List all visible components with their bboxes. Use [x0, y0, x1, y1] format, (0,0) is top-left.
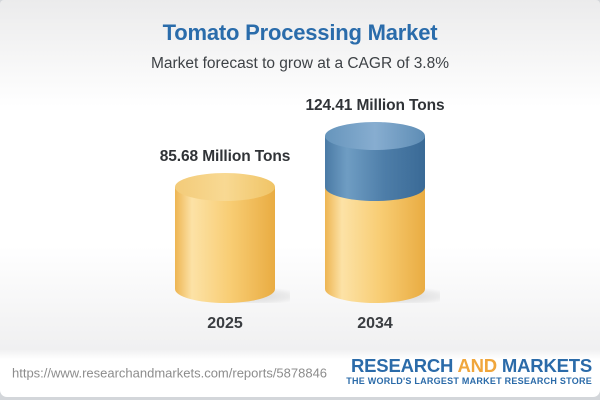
bar-group-2025: 85.68 Million Tons 2025 — [150, 148, 303, 333]
bar-chart: 85.68 Million Tons 2025 124.41 Million T… — [0, 97, 600, 333]
research-and-markets-logo[interactable]: RESEARCH AND MARKETS THE WORLD'S LARGEST… — [346, 356, 592, 386]
value-label-2034: 124.41 Million Tons — [305, 97, 445, 114]
logo-word-and: AND — [457, 355, 497, 376]
cylinder-2025-bar — [160, 173, 303, 305]
logo-wordmark: RESEARCH AND MARKETS — [346, 356, 592, 375]
bar-group-2034: 124.41 Million Tons 2034 — [300, 97, 453, 333]
logo-word-markets: MARKETS — [501, 355, 592, 376]
category-label-2025: 2025 — [207, 315, 243, 332]
chart-header: Tomato Processing Market Market forecast… — [0, 0, 600, 73]
cylinder-2034-bar — [310, 122, 453, 305]
page-title: Tomato Processing Market — [162, 20, 438, 45]
footer-bar: https://www.researchandmarkets.com/repor… — [0, 351, 600, 394]
report-url-link[interactable]: https://www.researchandmarkets.com/repor… — [12, 365, 328, 380]
value-label-2025: 85.68 Million Tons — [159, 148, 291, 165]
category-label-2034: 2034 — [357, 315, 393, 332]
chart-subtitle: Market forecast to grow at a CAGR of 3.8… — [150, 55, 450, 72]
logo-word-research: RESEARCH — [351, 355, 454, 376]
logo-tagline: THE WORLD'S LARGEST MARKET RESEARCH STOR… — [346, 376, 592, 386]
